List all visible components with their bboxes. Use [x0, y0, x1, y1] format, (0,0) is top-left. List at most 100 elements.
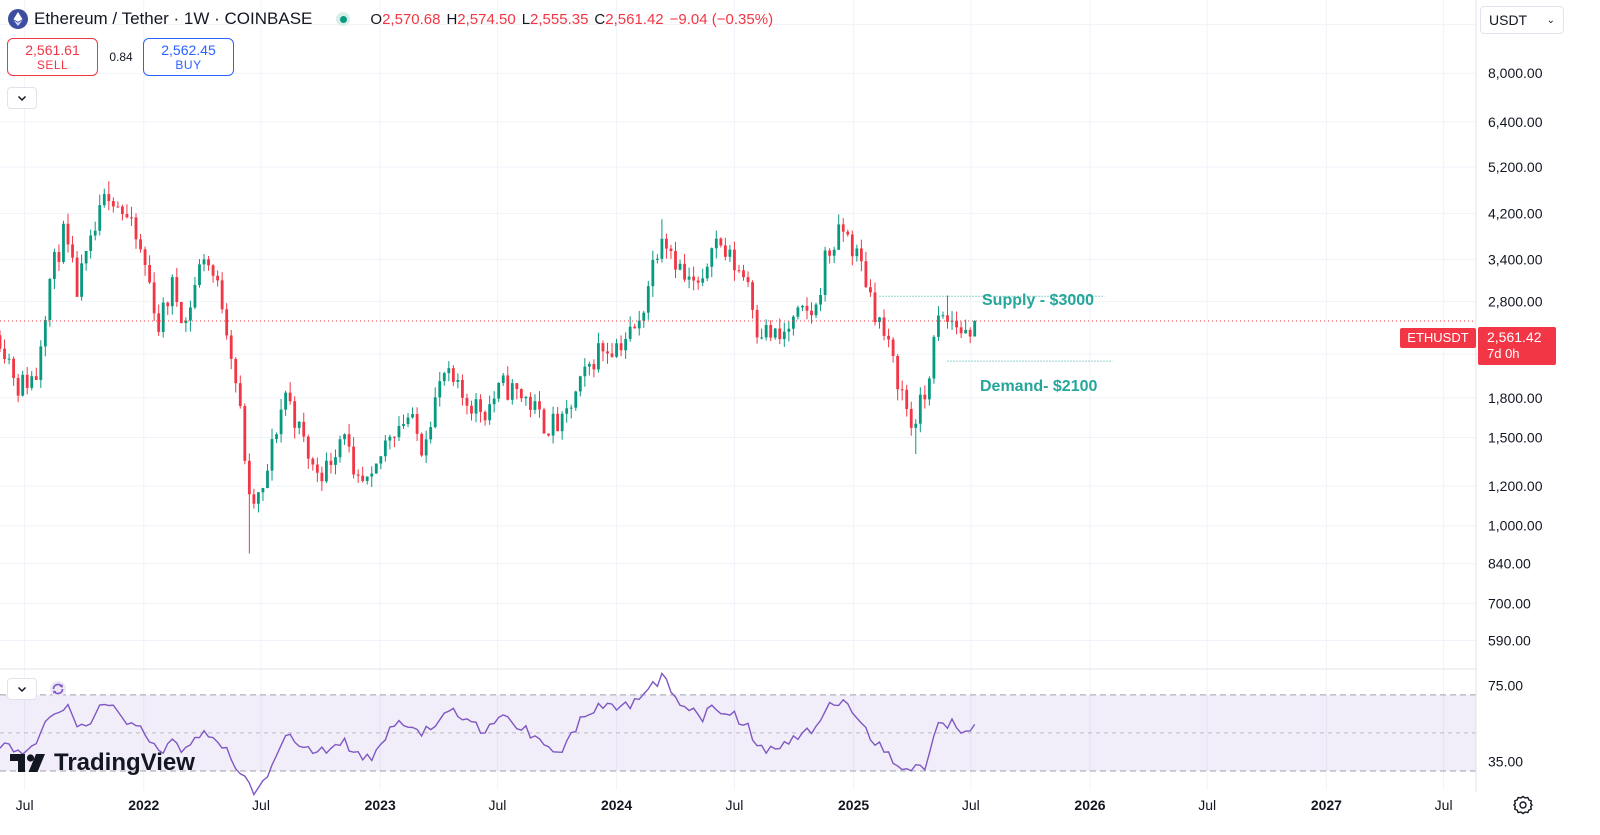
candle-body	[52, 252, 56, 279]
time-tick-label: 2024	[601, 797, 632, 813]
candle-body	[887, 335, 890, 340]
supply-annotation[interactable]: Supply - $3000	[982, 292, 1095, 309]
chevron-down-icon: ⌄	[1546, 14, 1555, 26]
candle-body	[361, 475, 365, 481]
candle	[152, 272, 156, 321]
candle-body	[365, 476, 369, 481]
candle-body	[3, 348, 6, 360]
candle-body	[773, 328, 777, 338]
price-tick-label: 1,200.00	[1488, 478, 1543, 494]
rsi-tick-label: 75.00	[1488, 677, 1523, 693]
candle	[674, 241, 677, 279]
candle	[683, 253, 686, 283]
candle	[406, 412, 410, 428]
candle-body	[343, 434, 346, 440]
candle	[43, 315, 47, 357]
candle-body	[202, 259, 206, 265]
candle	[547, 433, 550, 437]
candle	[719, 237, 723, 248]
candle	[288, 382, 292, 405]
candle	[3, 339, 6, 364]
candle	[130, 206, 133, 226]
time-tick-label: Jul	[1198, 797, 1216, 813]
candle	[402, 414, 405, 429]
candle	[393, 436, 396, 448]
candle	[519, 388, 523, 402]
high-value: 2,574.50	[457, 10, 516, 28]
tradingview-logo[interactable]: TradingView	[10, 749, 195, 777]
candle	[284, 390, 288, 416]
candle	[905, 384, 909, 417]
candle-body	[170, 277, 174, 307]
candle-body	[157, 313, 161, 332]
candle-body	[492, 398, 496, 405]
candle	[184, 317, 188, 332]
candle	[315, 457, 319, 483]
candle-body	[973, 321, 977, 337]
candle-body	[143, 249, 147, 266]
chevron-down-icon	[17, 95, 27, 102]
candle	[202, 253, 206, 272]
candle	[878, 316, 881, 329]
symbol-title[interactable]: Ethereum / Tether · 1W · COINBASE	[34, 9, 313, 28]
candle-body	[374, 463, 378, 474]
candle-body	[914, 423, 918, 428]
candle-body	[932, 336, 936, 379]
candle-body	[393, 436, 396, 438]
candle	[660, 219, 664, 263]
candle	[71, 235, 74, 263]
settings-gear-icon[interactable]	[1512, 794, 1534, 816]
candle	[728, 244, 732, 262]
candle-body	[583, 366, 587, 377]
candle-body	[320, 472, 324, 482]
demand-annotation[interactable]: Demand- $2100	[980, 378, 1098, 395]
candle-body	[968, 329, 972, 337]
time-tick-label: 2022	[128, 797, 159, 813]
legend-collapse-button[interactable]	[7, 87, 37, 109]
candle	[361, 466, 365, 483]
candle	[483, 410, 487, 426]
candle-body	[302, 421, 306, 437]
close-value: 2,561.42	[605, 10, 664, 28]
candle-body	[347, 434, 351, 447]
indicator-collapse-button[interactable]	[7, 678, 37, 700]
candle	[714, 230, 718, 259]
candle	[30, 371, 34, 391]
candle	[723, 237, 727, 261]
refresh-icon[interactable]	[49, 680, 67, 698]
candle	[760, 328, 764, 340]
candle	[551, 406, 555, 444]
buy-button[interactable]: 2,562.45 BUY	[143, 38, 234, 76]
candle-body	[284, 392, 288, 410]
candle	[619, 335, 623, 357]
candle	[968, 327, 972, 344]
candle-body	[819, 295, 822, 305]
candle	[873, 282, 877, 326]
market-status-dot[interactable]	[336, 12, 351, 26]
candle-body	[723, 245, 727, 257]
candle	[306, 434, 310, 469]
rsi-line	[0, 671, 976, 797]
candle	[143, 246, 147, 276]
candle	[964, 319, 968, 334]
candle	[48, 277, 52, 327]
candle-body	[814, 304, 818, 316]
candle-body	[918, 394, 922, 424]
candle	[864, 251, 868, 288]
candle-body	[791, 316, 795, 329]
candle	[424, 430, 428, 464]
candle	[388, 434, 392, 450]
currency-select[interactable]: USDT ⌄	[1480, 6, 1564, 34]
candle	[488, 395, 492, 425]
candle	[302, 412, 306, 443]
price-axis: 10,000.008,000.006,400.005,200.004,200.0…	[1488, 17, 1550, 770]
candle	[529, 392, 532, 418]
sell-button[interactable]: 2,561.61 SELL	[7, 38, 98, 76]
time-tick-label: Jul	[488, 797, 506, 813]
candle	[805, 297, 809, 320]
candle	[678, 259, 682, 271]
candle	[755, 304, 759, 344]
candle-body	[873, 292, 877, 323]
candle-body	[637, 320, 641, 329]
